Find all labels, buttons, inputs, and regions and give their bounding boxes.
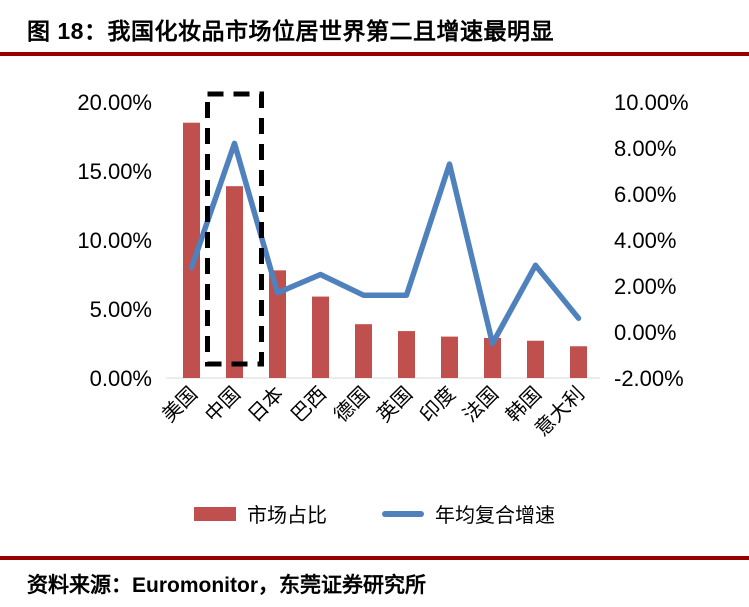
title-divider-rule bbox=[0, 52, 749, 56]
right-axis-tick: 2.00% bbox=[614, 274, 676, 299]
source-note: 资料来源：Euromonitor，东莞证券研究所 bbox=[27, 574, 426, 597]
combo-chart: 20.00% 15.00% 10.00% 5.00% 0.00% 10.00% 8.00% 6… bbox=[77, 90, 689, 441]
bar-英国 bbox=[398, 331, 415, 378]
right-axis-tick: 0.00% bbox=[614, 320, 676, 345]
category-label-英国: 英国 bbox=[372, 382, 417, 427]
left-axis-tick: 5.00% bbox=[90, 297, 152, 322]
category-label-德国: 德国 bbox=[329, 382, 374, 427]
category-label-美国: 美国 bbox=[157, 382, 202, 427]
highlight-box bbox=[205, 91, 264, 367]
bar-印度 bbox=[441, 336, 458, 378]
bar-日本 bbox=[269, 270, 286, 378]
legend-label-market-share: 市场占比 bbox=[247, 505, 327, 527]
footer-divider-rule bbox=[0, 556, 749, 560]
left-axis-tick: 15.00% bbox=[77, 159, 152, 184]
category-label-中国: 中国 bbox=[200, 382, 245, 427]
bar-法国 bbox=[484, 337, 501, 378]
category-label-意大利: 意大利 bbox=[530, 382, 589, 441]
legend-item-market-share: 市场占比 bbox=[194, 499, 327, 528]
legend-label-cagr: 年均复合增速 bbox=[435, 505, 555, 527]
right-axis-tick: 10.00% bbox=[614, 90, 689, 115]
figure-title: 图 18：我国化妆品市场位居世界第二且增速最明显 bbox=[27, 18, 554, 44]
category-label-巴西: 巴西 bbox=[287, 383, 331, 427]
cagr-line bbox=[188, 140, 582, 347]
category-label-印度: 印度 bbox=[415, 382, 460, 427]
right-axis-tick: 8.00% bbox=[614, 136, 676, 161]
bar-意大利 bbox=[570, 346, 587, 378]
right-axis-tick: -2.00% bbox=[614, 366, 684, 391]
right-axis-tick: 4.00% bbox=[614, 228, 676, 253]
category-label-法国: 法国 bbox=[458, 382, 503, 427]
left-axis-tick: 10.00% bbox=[77, 228, 152, 253]
bar-德国 bbox=[355, 324, 372, 378]
left-axis-tick: 0.00% bbox=[90, 366, 152, 391]
category-label-日本: 日本 bbox=[243, 382, 288, 427]
bar-美国 bbox=[183, 122, 200, 378]
bar-韩国 bbox=[527, 340, 544, 378]
line-series-swatch bbox=[382, 510, 424, 517]
left-axis-tick: 20.00% bbox=[77, 90, 152, 115]
right-axis-tick: 6.00% bbox=[614, 182, 676, 207]
legend: 市场占比 年均复合增速 bbox=[0, 499, 749, 528]
bar-中国 bbox=[226, 186, 243, 378]
legend-item-cagr: 年均复合增速 bbox=[382, 499, 555, 528]
bar-series-swatch bbox=[194, 506, 236, 521]
bar-巴西 bbox=[312, 296, 329, 378]
